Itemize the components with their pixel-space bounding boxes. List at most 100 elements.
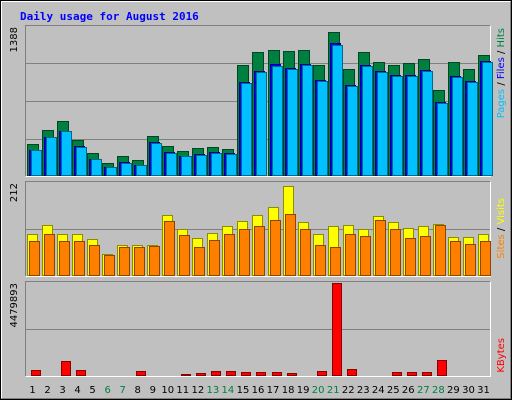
legend-separator: / — [496, 47, 507, 57]
panel-3 — [25, 281, 491, 377]
bar-pages-day-29 — [452, 77, 463, 176]
bar-kbytes-day-15 — [241, 372, 251, 376]
bar-pages-day-26 — [407, 76, 418, 176]
bar-pages-day-23 — [362, 66, 373, 176]
x-tick-label: 15 — [237, 385, 250, 396]
legend-sites: Sites — [496, 234, 507, 258]
legend-files: Files — [496, 57, 507, 79]
x-tick-label: 21 — [327, 385, 340, 396]
bar-kbytes-day-21 — [332, 283, 342, 376]
bar-pages-day-19 — [302, 65, 313, 176]
bar-pages-day-30 — [467, 82, 478, 176]
bar-kbytes-day-26 — [407, 372, 417, 376]
x-tick-label: 31 — [477, 385, 490, 396]
bar-sites-day-15 — [239, 229, 250, 276]
bar-sites-day-5 — [89, 245, 100, 276]
x-tick-label: 28 — [432, 385, 445, 396]
bar-sites-day-14 — [224, 234, 235, 276]
bar-kbytes-day-18 — [287, 373, 297, 376]
bar-pages-day-2 — [46, 137, 57, 176]
bar-sites-day-13 — [209, 240, 220, 276]
legend-separator: / — [496, 225, 507, 235]
panel-bevel-light — [25, 281, 491, 377]
x-tick-label: 8 — [135, 385, 141, 396]
x-tick-label: 24 — [372, 385, 385, 396]
legend-panel-3: KBytes — [496, 338, 507, 373]
bar-kbytes-day-25 — [392, 372, 402, 376]
bar-pages-day-7 — [121, 163, 132, 176]
bar-kbytes-day-12 — [196, 373, 206, 376]
bar-kbytes-day-1 — [31, 370, 41, 376]
x-tick-label: 23 — [357, 385, 370, 396]
bar-sites-day-31 — [480, 241, 491, 276]
bar-sites-day-29 — [450, 241, 461, 276]
bar-kbytes-day-11 — [181, 374, 191, 376]
x-tick-label: 27 — [417, 385, 430, 396]
bar-pages-day-11 — [181, 156, 192, 176]
bar-kbytes-day-16 — [256, 372, 266, 376]
bar-sites-day-16 — [254, 226, 265, 276]
bar-sites-day-27 — [420, 236, 431, 276]
x-tick-label: 16 — [252, 385, 265, 396]
bar-sites-day-18 — [285, 214, 296, 276]
bar-sites-day-30 — [465, 244, 476, 276]
bar-pages-day-4 — [76, 147, 87, 176]
bar-sites-day-11 — [179, 235, 190, 276]
bar-pages-day-27 — [422, 71, 433, 176]
bar-sites-day-19 — [300, 229, 311, 276]
bar-sites-day-20 — [315, 245, 326, 276]
legend-visits: Visits — [496, 198, 507, 225]
y-max-label: 4479893 — [9, 283, 20, 328]
bar-kbytes-day-8 — [136, 371, 146, 376]
bar-sites-day-7 — [119, 247, 130, 276]
x-tick-label: 13 — [207, 385, 220, 396]
bar-pages-day-6 — [106, 167, 117, 176]
x-tick-label: 14 — [222, 385, 235, 396]
bar-pages-day-3 — [61, 131, 72, 176]
bar-sites-day-2 — [44, 234, 55, 276]
panel-bevel-dark — [25, 25, 491, 177]
bar-pages-day-17 — [272, 66, 283, 176]
bar-sites-day-1 — [29, 241, 40, 276]
bar-kbytes-day-27 — [422, 372, 432, 376]
legend-separator: / — [496, 79, 507, 89]
bar-pages-day-24 — [377, 72, 388, 176]
bar-sites-day-4 — [74, 241, 85, 276]
bar-kbytes-day-3 — [61, 361, 71, 376]
bar-sites-day-23 — [360, 236, 371, 276]
x-tick-label: 11 — [176, 385, 189, 396]
bar-pages-day-31 — [482, 62, 493, 176]
x-tick-label: 9 — [150, 385, 156, 396]
x-tick-label: 5 — [89, 385, 95, 396]
bar-pages-day-14 — [226, 154, 237, 176]
bar-pages-day-10 — [166, 153, 177, 176]
x-tick-label: 7 — [120, 385, 126, 396]
panel-2 — [25, 181, 491, 277]
bar-sites-day-28 — [435, 225, 446, 276]
y-max-label: 1388 — [9, 27, 20, 52]
bar-pages-day-22 — [347, 86, 358, 176]
bar-kbytes-day-17 — [272, 372, 282, 376]
legend-pages: Pages — [496, 89, 507, 118]
x-tick-label: 19 — [297, 385, 310, 396]
bar-pages-day-1 — [31, 150, 42, 176]
bar-pages-day-28 — [437, 103, 448, 176]
bar-pages-day-20 — [317, 81, 328, 176]
panel-bevel-dark — [25, 181, 491, 277]
legend-panel-2: Sites / Visits — [496, 198, 507, 259]
panel-bevel-light — [25, 181, 491, 277]
x-tick-label: 6 — [105, 385, 111, 396]
x-tick-label: 1 — [29, 385, 35, 396]
chart-title: Daily usage for August 2016 — [20, 10, 199, 23]
bar-kbytes-day-13 — [211, 371, 221, 376]
bar-pages-day-16 — [256, 72, 267, 176]
bar-sites-day-3 — [59, 241, 70, 276]
bar-pages-day-13 — [211, 153, 222, 176]
x-tick-label: 26 — [402, 385, 415, 396]
bar-sites-day-25 — [390, 229, 401, 276]
y-max-label: 212 — [9, 183, 20, 202]
bar-sites-day-12 — [194, 247, 205, 276]
bar-pages-day-18 — [287, 69, 298, 176]
